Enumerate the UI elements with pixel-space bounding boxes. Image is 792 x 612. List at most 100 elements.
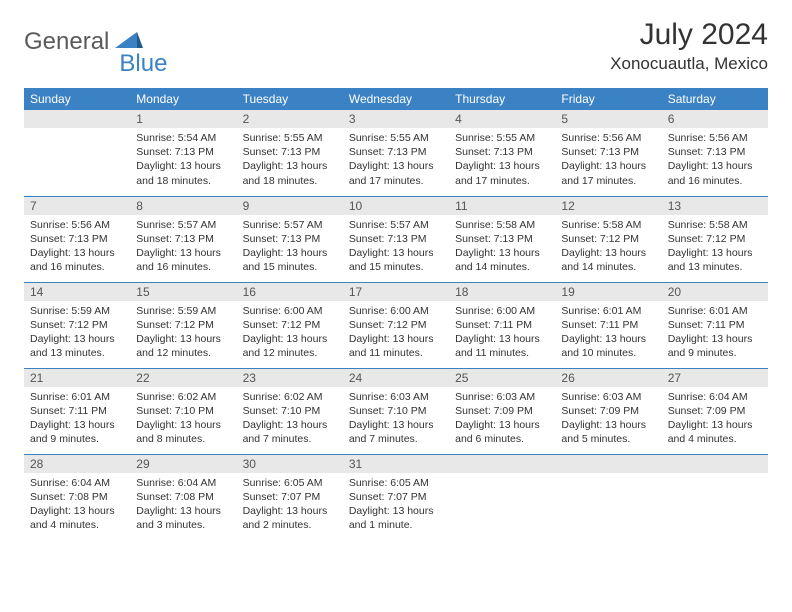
daylight-line: Daylight: 13 hours and 12 minutes. — [243, 332, 337, 360]
day-number: 13 — [662, 197, 768, 215]
sunrise-line: Sunrise: 5:56 AM — [668, 131, 762, 145]
sunset-line: Sunset: 7:09 PM — [561, 404, 655, 418]
calendar-cell: 13Sunrise: 5:58 AMSunset: 7:12 PMDayligh… — [662, 196, 768, 282]
logo-text-general: General — [24, 28, 109, 56]
daylight-line: Daylight: 13 hours and 1 minute. — [349, 504, 443, 532]
sunset-line: Sunset: 7:11 PM — [561, 318, 655, 332]
daylight-line: Daylight: 13 hours and 17 minutes. — [455, 159, 549, 187]
logo: General Blue — [24, 18, 167, 66]
day-body: Sunrise: 6:01 AMSunset: 7:11 PMDaylight:… — [662, 301, 768, 365]
day-number: 27 — [662, 369, 768, 387]
calendar-cell: 27Sunrise: 6:04 AMSunset: 7:09 PMDayligh… — [662, 368, 768, 454]
sunset-line: Sunset: 7:08 PM — [136, 490, 230, 504]
daylight-line: Daylight: 13 hours and 6 minutes. — [455, 418, 549, 446]
day-body: Sunrise: 5:57 AMSunset: 7:13 PMDaylight:… — [343, 215, 449, 279]
day-body: Sunrise: 5:59 AMSunset: 7:12 PMDaylight:… — [24, 301, 130, 365]
day-number-empty — [555, 455, 661, 473]
daylight-line: Daylight: 13 hours and 15 minutes. — [243, 246, 337, 274]
sunset-line: Sunset: 7:10 PM — [136, 404, 230, 418]
logo-text-blue: Blue — [119, 50, 167, 78]
dow-wednesday: Wednesday — [343, 88, 449, 110]
day-number: 4 — [449, 110, 555, 128]
daylight-line: Daylight: 13 hours and 16 minutes. — [668, 159, 762, 187]
sunrise-line: Sunrise: 6:04 AM — [30, 476, 124, 490]
day-number: 3 — [343, 110, 449, 128]
day-body: Sunrise: 6:00 AMSunset: 7:11 PMDaylight:… — [449, 301, 555, 365]
day-number: 2 — [237, 110, 343, 128]
sunrise-line: Sunrise: 5:55 AM — [455, 131, 549, 145]
sunrise-line: Sunrise: 6:00 AM — [455, 304, 549, 318]
location-subtitle: Xonocuautla, Mexico — [610, 54, 768, 74]
daylight-line: Daylight: 13 hours and 13 minutes. — [30, 332, 124, 360]
daylight-line: Daylight: 13 hours and 14 minutes. — [561, 246, 655, 274]
day-body: Sunrise: 6:05 AMSunset: 7:07 PMDaylight:… — [237, 473, 343, 537]
day-number: 28 — [24, 455, 130, 473]
dow-thursday: Thursday — [449, 88, 555, 110]
title-block: July 2024 Xonocuautla, Mexico — [610, 18, 768, 74]
day-body: Sunrise: 6:04 AMSunset: 7:08 PMDaylight:… — [24, 473, 130, 537]
day-number: 26 — [555, 369, 661, 387]
day-body: Sunrise: 6:05 AMSunset: 7:07 PMDaylight:… — [343, 473, 449, 537]
day-number: 8 — [130, 197, 236, 215]
sunrise-line: Sunrise: 6:05 AM — [349, 476, 443, 490]
day-number: 5 — [555, 110, 661, 128]
day-body: Sunrise: 6:00 AMSunset: 7:12 PMDaylight:… — [237, 301, 343, 365]
day-body: Sunrise: 5:58 AMSunset: 7:13 PMDaylight:… — [449, 215, 555, 279]
day-body: Sunrise: 5:57 AMSunset: 7:13 PMDaylight:… — [130, 215, 236, 279]
sunrise-line: Sunrise: 6:00 AM — [243, 304, 337, 318]
calendar-cell: 19Sunrise: 6:01 AMSunset: 7:11 PMDayligh… — [555, 282, 661, 368]
sunrise-line: Sunrise: 6:01 AM — [668, 304, 762, 318]
daylight-line: Daylight: 13 hours and 10 minutes. — [561, 332, 655, 360]
sunrise-line: Sunrise: 5:56 AM — [561, 131, 655, 145]
calendar-cell: 20Sunrise: 6:01 AMSunset: 7:11 PMDayligh… — [662, 282, 768, 368]
calendar-cell: 23Sunrise: 6:02 AMSunset: 7:10 PMDayligh… — [237, 368, 343, 454]
calendar-cell: 15Sunrise: 5:59 AMSunset: 7:12 PMDayligh… — [130, 282, 236, 368]
header: General Blue July 2024 Xonocuautla, Mexi… — [24, 18, 768, 74]
sunrise-line: Sunrise: 6:02 AM — [243, 390, 337, 404]
day-body: Sunrise: 6:00 AMSunset: 7:12 PMDaylight:… — [343, 301, 449, 365]
sunset-line: Sunset: 7:13 PM — [349, 145, 443, 159]
sunrise-line: Sunrise: 6:01 AM — [30, 390, 124, 404]
sunset-line: Sunset: 7:13 PM — [243, 145, 337, 159]
day-body: Sunrise: 6:02 AMSunset: 7:10 PMDaylight:… — [237, 387, 343, 451]
day-number: 14 — [24, 283, 130, 301]
sunrise-line: Sunrise: 5:59 AM — [30, 304, 124, 318]
dow-monday: Monday — [130, 88, 236, 110]
sunrise-line: Sunrise: 5:58 AM — [561, 218, 655, 232]
calendar-week-row: 7Sunrise: 5:56 AMSunset: 7:13 PMDaylight… — [24, 196, 768, 282]
daylight-line: Daylight: 13 hours and 9 minutes. — [668, 332, 762, 360]
sunset-line: Sunset: 7:09 PM — [455, 404, 549, 418]
day-number: 24 — [343, 369, 449, 387]
calendar-cell: 22Sunrise: 6:02 AMSunset: 7:10 PMDayligh… — [130, 368, 236, 454]
day-body: Sunrise: 6:04 AMSunset: 7:09 PMDaylight:… — [662, 387, 768, 451]
daylight-line: Daylight: 13 hours and 18 minutes. — [243, 159, 337, 187]
calendar-cell: 8Sunrise: 5:57 AMSunset: 7:13 PMDaylight… — [130, 196, 236, 282]
calendar-cell — [449, 454, 555, 540]
daylight-line: Daylight: 13 hours and 11 minutes. — [349, 332, 443, 360]
sunrise-line: Sunrise: 6:00 AM — [349, 304, 443, 318]
day-body: Sunrise: 5:58 AMSunset: 7:12 PMDaylight:… — [555, 215, 661, 279]
daylight-line: Daylight: 13 hours and 7 minutes. — [243, 418, 337, 446]
day-number: 21 — [24, 369, 130, 387]
daylight-line: Daylight: 13 hours and 16 minutes. — [136, 246, 230, 274]
day-number: 6 — [662, 110, 768, 128]
day-body: Sunrise: 6:01 AMSunset: 7:11 PMDaylight:… — [24, 387, 130, 451]
calendar-table: Sunday Monday Tuesday Wednesday Thursday… — [24, 88, 768, 540]
daylight-line: Daylight: 13 hours and 4 minutes. — [30, 504, 124, 532]
day-body: Sunrise: 6:01 AMSunset: 7:11 PMDaylight:… — [555, 301, 661, 365]
daylight-line: Daylight: 13 hours and 13 minutes. — [668, 246, 762, 274]
calendar-cell: 18Sunrise: 6:00 AMSunset: 7:11 PMDayligh… — [449, 282, 555, 368]
sunset-line: Sunset: 7:12 PM — [136, 318, 230, 332]
daylight-line: Daylight: 13 hours and 14 minutes. — [455, 246, 549, 274]
day-number: 7 — [24, 197, 130, 215]
sunset-line: Sunset: 7:12 PM — [30, 318, 124, 332]
page-title: July 2024 — [610, 18, 768, 52]
dow-saturday: Saturday — [662, 88, 768, 110]
daylight-line: Daylight: 13 hours and 16 minutes. — [30, 246, 124, 274]
calendar-cell: 24Sunrise: 6:03 AMSunset: 7:10 PMDayligh… — [343, 368, 449, 454]
day-number: 16 — [237, 283, 343, 301]
sunset-line: Sunset: 7:13 PM — [243, 232, 337, 246]
sunset-line: Sunset: 7:13 PM — [136, 145, 230, 159]
calendar-cell: 25Sunrise: 6:03 AMSunset: 7:09 PMDayligh… — [449, 368, 555, 454]
daylight-line: Daylight: 13 hours and 9 minutes. — [30, 418, 124, 446]
